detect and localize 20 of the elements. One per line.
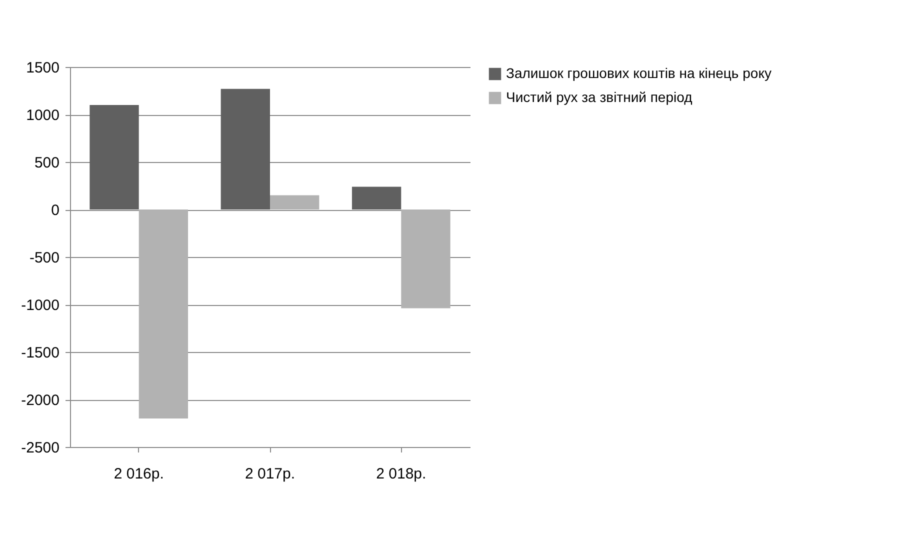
x-tick-label: 2 018р. bbox=[376, 466, 426, 482]
x-tick-label: 2 017р. bbox=[244, 466, 296, 482]
y-tick-label: 500 bbox=[34, 154, 60, 172]
bar bbox=[270, 195, 320, 210]
y-tick-label: -1500 bbox=[21, 344, 60, 362]
legend-label: Залишок грошових коштів на кінець року bbox=[506, 65, 772, 81]
bar bbox=[352, 186, 402, 210]
y-tick-label: -2500 bbox=[21, 440, 60, 456]
y-tick-label: -500 bbox=[29, 250, 60, 266]
y-tick-label: -1000 bbox=[21, 297, 60, 314]
y-tick-label: 0 bbox=[51, 202, 60, 219]
x-tick-label: 2 016р. bbox=[114, 466, 164, 482]
y-tick-label: 1000 bbox=[26, 107, 60, 124]
y-tick-label: -2000 bbox=[21, 392, 60, 409]
bar bbox=[401, 210, 450, 308]
bar bbox=[138, 210, 188, 418]
bar bbox=[90, 105, 139, 210]
legend-label: Чистий рух за звітний період bbox=[506, 89, 692, 105]
bar bbox=[220, 88, 270, 210]
y-tick-label: 1500 bbox=[26, 60, 60, 76]
